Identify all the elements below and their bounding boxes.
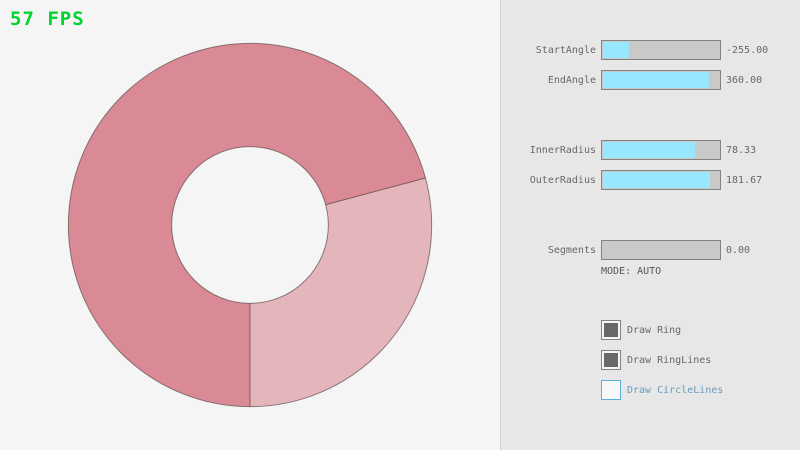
outerradius-label: OuterRadius	[529, 174, 596, 186]
mode-indicator: MODE: AUTO	[601, 266, 662, 277]
innerradius-value: 78.33	[726, 144, 757, 156]
checkbox-row-draw-ring[interactable]: Draw Ring	[601, 320, 681, 340]
innerradius-slider[interactable]	[601, 140, 721, 160]
startangle-slider-fill	[603, 42, 629, 58]
endangle-label: EndAngle	[547, 74, 596, 86]
drawing-canvas: 57 FPS	[10, 8, 433, 408]
slider-row-innerradius: InnerRadius 78.33	[501, 140, 800, 160]
draw-circlelines-label: Draw CircleLines	[627, 384, 724, 396]
outerradius-slider-fill	[603, 172, 711, 188]
endangle-slider-fill	[603, 72, 710, 88]
slider-row-outerradius: OuterRadius 181.67	[501, 170, 800, 190]
slider-row-endangle: EndAngle 360.00	[501, 70, 800, 90]
draw-ring-label: Draw Ring	[627, 324, 682, 336]
draw-ringlines-checkbox[interactable]	[601, 350, 621, 370]
checkbox-row-draw-ringlines[interactable]: Draw RingLines	[601, 350, 711, 370]
outerradius-value: 181.67	[726, 174, 763, 186]
segments-slider[interactable]	[601, 240, 721, 260]
innerradius-slider-fill	[603, 142, 696, 158]
ring-shape	[67, 42, 433, 408]
draw-ring-checkbox[interactable]	[601, 320, 621, 340]
startangle-slider[interactable]	[601, 40, 721, 60]
draw-circlelines-checkbox[interactable]	[601, 380, 621, 400]
startangle-label: StartAngle	[535, 44, 596, 56]
slider-row-startangle: StartAngle -255.00	[501, 40, 800, 60]
segments-label: Segments	[547, 244, 596, 256]
innerradius-label: InnerRadius	[529, 144, 596, 156]
endangle-slider[interactable]	[601, 70, 721, 90]
checkbox-row-draw-circlelines[interactable]: Draw CircleLines	[601, 380, 723, 400]
endangle-value: 360.00	[726, 74, 763, 86]
fps-counter: 57 FPS	[10, 8, 85, 30]
segments-value: 0.00	[726, 244, 751, 256]
draw-ringlines-label: Draw RingLines	[627, 354, 712, 366]
startangle-value: -255.00	[726, 44, 769, 56]
slider-row-segments: Segments 0.00	[501, 240, 800, 260]
controls-panel: StartAngle -255.00 EndAngle 360.00 Inner…	[500, 0, 800, 450]
outerradius-slider[interactable]	[601, 170, 721, 190]
